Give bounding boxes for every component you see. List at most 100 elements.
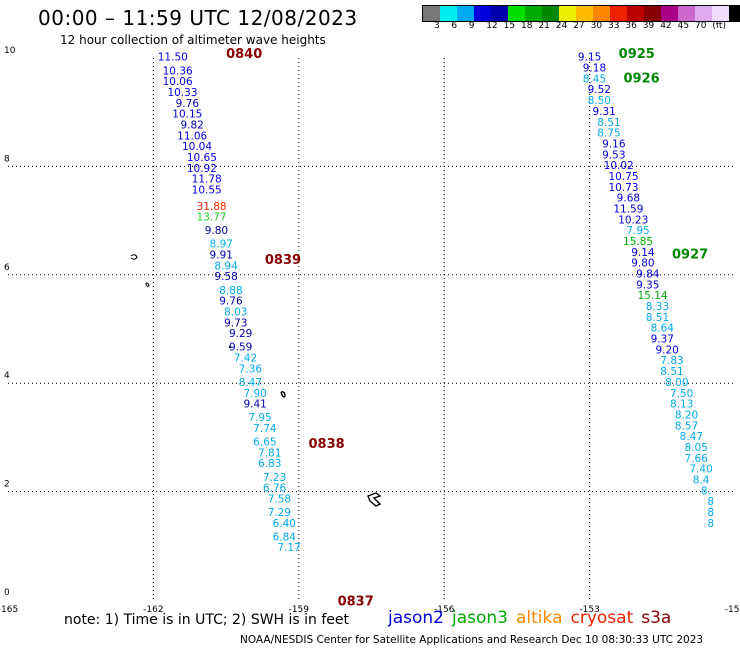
wave-height-label: 8.4	[693, 474, 710, 486]
time-label: 0840	[226, 47, 262, 62]
wave-height-label: 8.20	[675, 409, 698, 421]
legend-swatch	[593, 6, 610, 21]
wave-height-label: 7.58	[268, 493, 291, 505]
wave-height-label: 7.95	[626, 225, 649, 237]
wave-height-label: 10.55	[192, 185, 222, 197]
y-tick-label: 2	[4, 480, 10, 490]
x-tick-label: -153	[579, 605, 599, 615]
x-tick-label: -165	[0, 605, 18, 615]
wave-height-label: 10.02	[604, 160, 634, 172]
page-title: 00:00 – 11:59 UTC 12/08/2023	[38, 6, 358, 30]
wave-height-label: 7.29	[268, 507, 291, 519]
wave-height-label: 7.17	[277, 542, 300, 554]
time-label: 0925	[619, 47, 655, 62]
legend-label: 6	[451, 21, 458, 31]
y-tick-label: 10	[4, 46, 16, 56]
satellite-altika: altika	[516, 608, 563, 628]
y-tick-label: 4	[4, 371, 10, 381]
legend-swatch	[661, 6, 678, 21]
legend-label: 30	[590, 21, 603, 31]
legend-swatch	[712, 6, 729, 21]
wave-height-label: 10.33	[167, 87, 197, 99]
wave-height-label: 10.36	[163, 65, 193, 77]
time-label: 0927	[672, 248, 708, 263]
wave-height-label: 8.	[701, 485, 711, 497]
wave-height-label: 7.66	[685, 453, 709, 465]
legend-swatch	[627, 6, 644, 21]
wave-height-label: 15.85	[623, 236, 653, 248]
wave-height-label: 9.37	[651, 334, 674, 346]
legend-label: 33	[608, 21, 620, 31]
wave-height-label: 8.47	[239, 377, 262, 389]
wave-height-label: 8.94	[214, 260, 238, 272]
y-tick-label: 8	[4, 154, 10, 164]
wave-height-label: 6.40	[273, 518, 296, 530]
wave-height-label: 9.20	[655, 344, 678, 356]
satellite-s3a: s3a	[641, 608, 672, 628]
legend-swatch	[491, 6, 508, 21]
wave-height-label: 8.97	[210, 239, 233, 251]
wave-height-label: 7.50	[670, 388, 693, 400]
wave-height-label: 7.74	[253, 423, 277, 435]
wave-height-label: 9.35	[636, 279, 659, 291]
wave-height-label: 9.80	[631, 258, 654, 270]
credit-line: NOAA/NESDIS Center for Satellite Applica…	[240, 634, 704, 646]
island-icon	[130, 254, 138, 260]
color-legend	[422, 5, 740, 22]
wave-height-label: 9.41	[243, 399, 266, 411]
wave-height-label: 8.47	[680, 431, 703, 443]
wave-height-label: 7.83	[660, 355, 683, 367]
legend-swatch	[678, 6, 695, 21]
wave-height-label: 11.78	[192, 174, 222, 186]
wave-height-label: 9.68	[617, 193, 640, 205]
legend-swatch	[576, 6, 593, 21]
legend-swatch	[695, 6, 712, 21]
legend-label: 18	[521, 21, 533, 31]
wave-height-label: 7.23	[263, 472, 286, 484]
wave-height-label: 7.36	[239, 363, 263, 375]
wave-height-label: 7.90	[243, 388, 266, 400]
legend-swatch	[559, 6, 576, 21]
legend-swatch	[508, 6, 525, 21]
legend-label: 45	[677, 21, 690, 31]
legend-label: 24	[555, 21, 568, 31]
wave-height-label: 9.76	[219, 296, 243, 308]
legend-swatch	[729, 6, 740, 21]
page-subtitle: 12 hour collection of altimeter wave hei…	[60, 33, 326, 47]
wave-height-label: 10.04	[182, 141, 212, 153]
wave-height-label: 8.51	[597, 117, 620, 129]
wave-height-label: 9.91	[210, 250, 233, 262]
footer-note: note: 1) Time is in UTC; 2) SWH is in fe…	[64, 612, 350, 628]
wave-height-label: 9.52	[588, 84, 611, 96]
wave-height-label: 8.13	[670, 399, 693, 411]
legend-label: 3	[434, 21, 440, 31]
x-tick-label: -150	[725, 605, 740, 615]
wave-height-label: 10.73	[608, 182, 638, 194]
wave-height-label: 8	[707, 507, 714, 519]
wave-height-label: 6.84	[273, 531, 297, 543]
wave-height-label: 8.75	[597, 128, 620, 140]
x-tick-label: -162	[143, 605, 163, 615]
wave-height-label: 9.53	[602, 149, 625, 161]
wave-height-label: 10.92	[187, 163, 217, 175]
wave-height-label: 11.06	[177, 130, 207, 142]
y-tick-label: 0	[4, 588, 10, 598]
wave-height-label: 9.59	[229, 342, 252, 354]
legend-swatch	[423, 6, 440, 21]
legend-label: (ft)	[712, 21, 726, 31]
legend-swatch	[542, 6, 559, 21]
wave-height-label: 9.31	[592, 106, 615, 118]
wave-height-label: 8.33	[646, 301, 669, 313]
wave-height-label: 8.03	[224, 306, 247, 318]
wave-height-label: 8.64	[651, 323, 675, 335]
time-label: 0838	[308, 437, 344, 452]
x-tick-label: -156	[434, 605, 455, 615]
wave-height-label: 6.83	[258, 458, 281, 470]
island-icon	[228, 345, 232, 349]
legend-label: 27	[573, 21, 585, 31]
time-label: 0926	[624, 71, 660, 86]
island-icon	[280, 391, 286, 398]
wave-height-label: 10.65	[187, 152, 217, 164]
wave-height-label: 10.23	[618, 214, 648, 226]
legend-swatch	[644, 6, 661, 21]
